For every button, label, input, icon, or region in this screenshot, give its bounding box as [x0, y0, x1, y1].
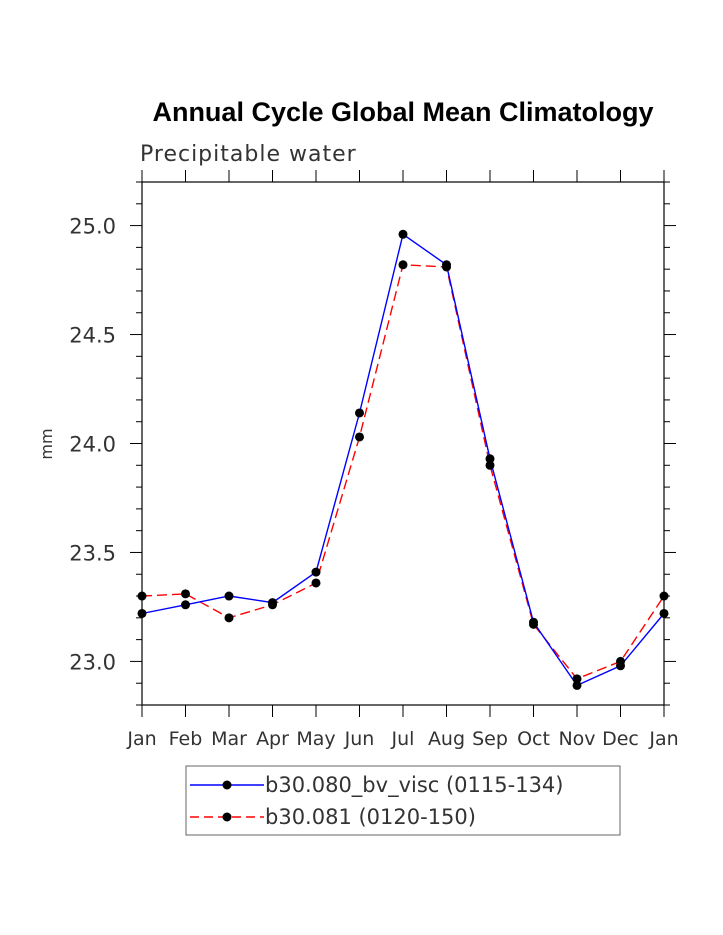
- y-axis-label: mm: [37, 428, 56, 459]
- y-tick-label: 23.5: [69, 541, 116, 565]
- x-tick-label: Jan: [126, 728, 156, 750]
- y-tick-label: 23.0: [69, 650, 116, 674]
- legend: b30.080_bv_visc (0115-134) b30.081 (0120…: [185, 765, 621, 836]
- x-tick-label: Sep: [472, 728, 508, 750]
- x-tick-label: Apr: [256, 728, 289, 750]
- plot-series: [137, 229, 669, 690]
- series-2-point: [572, 674, 582, 684]
- series-2-point: [398, 260, 408, 270]
- legend-box: [185, 765, 621, 836]
- chart-subtitle: Precipitable water: [140, 142, 357, 167]
- series-line-2: [141, 264, 665, 680]
- series-1-point: [616, 661, 625, 671]
- x-tick-label: Jun: [344, 728, 375, 750]
- series-1-point: [485, 454, 495, 464]
- y-tick-label: 24.5: [69, 324, 116, 348]
- series-1-point: [268, 598, 277, 608]
- chart-title: Annual Cycle Global Mean Climatology: [152, 97, 653, 127]
- legend-marker-series-2: [222, 812, 232, 822]
- x-tick-label: Mar: [211, 728, 247, 750]
- series-1-point: [137, 608, 147, 618]
- legend-label-series-1: b30.080_bv_visc (0115-134): [265, 773, 563, 798]
- series-1-point: [398, 229, 408, 239]
- x-tick-label: Jul: [391, 728, 415, 750]
- x-tick-label: May: [296, 728, 335, 750]
- series-1-point: [224, 591, 234, 601]
- series-1-point: [529, 617, 538, 627]
- x-tick-label: Feb: [169, 728, 203, 750]
- series-1-point: [355, 408, 364, 418]
- x-tick-label: Nov: [558, 728, 595, 750]
- y-tick-label: 25.0: [69, 215, 116, 239]
- series-1-point: [181, 600, 190, 610]
- y-tick-label: 24.0: [69, 433, 116, 457]
- series-2-point: [355, 432, 364, 442]
- series-1-point: [659, 608, 669, 618]
- series-1-point: [442, 260, 451, 270]
- series-2-point: [311, 578, 321, 588]
- series-2-point: [224, 613, 234, 623]
- series-line-1: [141, 233, 665, 687]
- legend-label-series-2: b30.081 (0120-150): [265, 805, 476, 829]
- legend-marker-series-1: [222, 780, 232, 790]
- series-2-point: [137, 591, 147, 601]
- series-2-point: [181, 589, 190, 599]
- x-tick-label: Oct: [517, 728, 550, 750]
- axes: Jan Feb Mar Apr May Jun Jul Aug Sep Oct Nov Dec Jan 2…: [69, 170, 679, 750]
- x-tick-label: Jan: [648, 728, 678, 750]
- series-2-point: [485, 460, 495, 470]
- series-1-point: [311, 567, 321, 577]
- x-tick-label: Dec: [602, 728, 639, 750]
- series-2-point: [659, 591, 669, 601]
- series-1-point: [572, 680, 582, 690]
- x-tick-label: Aug: [428, 728, 465, 750]
